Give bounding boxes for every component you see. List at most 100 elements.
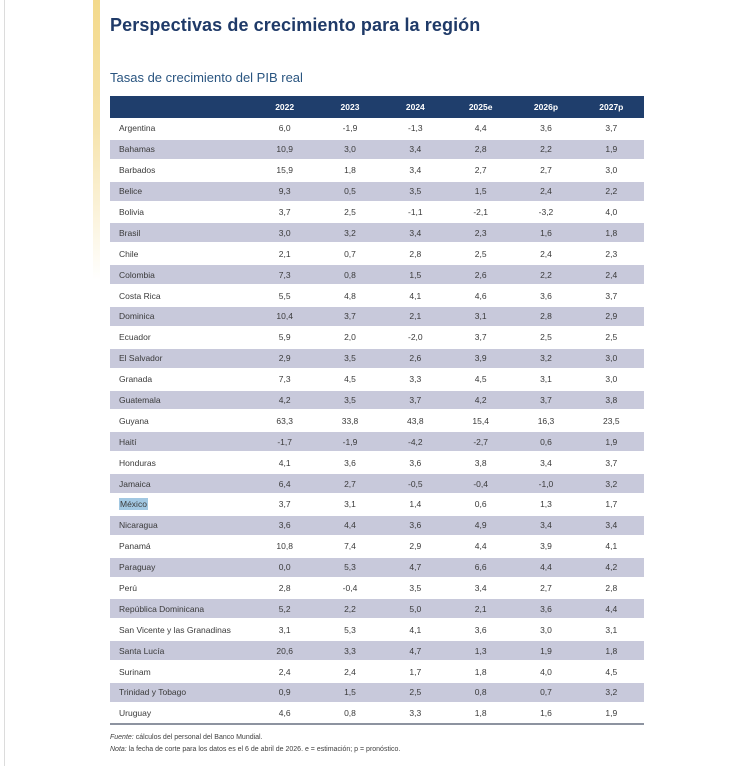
year-column-header: 2024	[382, 96, 448, 118]
value-cell: 2,8	[474, 144, 487, 155]
value-cell: 4,1	[409, 624, 422, 635]
note-label: Nota:	[110, 746, 127, 754]
country-cell: Perú	[119, 583, 137, 594]
value-cell: 15,9	[276, 165, 293, 176]
value-cell: -1,0	[538, 478, 554, 489]
table-row: Panamá 10,8 7,4 2,9 4,4 3,9 4,1	[110, 536, 644, 557]
year-column-header: 2025e	[447, 96, 514, 118]
value-cell: 3,3	[409, 374, 422, 385]
value-cell: 3,6	[474, 624, 487, 635]
note-text: la fecha de corte para los datos es el 6…	[126, 746, 401, 754]
value-cell: 3,0	[278, 227, 291, 238]
value-cell: 3,7	[540, 395, 552, 406]
country-cell: Colombia	[119, 269, 155, 280]
value-cell: -1,9	[342, 436, 358, 447]
page-edge-line	[4, 0, 5, 766]
value-cell: 3,7	[605, 122, 618, 133]
source-text: cálculos del personal del Banco Mundial.	[133, 733, 263, 741]
value-cell: 1,5	[474, 186, 487, 197]
value-cell: 3,3	[344, 645, 356, 656]
value-cell: 1,9	[605, 708, 618, 719]
value-cell: 5,3	[344, 562, 356, 573]
value-cell: -3,2	[538, 207, 554, 217]
table-row: Brasil 3,0 3,2 3,4 2,3 1,6 1,8	[110, 222, 644, 244]
value-cell: 3,0	[605, 165, 618, 176]
value-cell: 4,4	[474, 541, 487, 552]
value-cell: 4,5	[605, 666, 618, 677]
value-cell: 2,8	[605, 583, 618, 594]
value-cell: 6,6	[474, 562, 487, 573]
country-cell: Trinidad y Tobago	[119, 687, 187, 698]
table-row: Jamaica 6,4 2,7 -0,5 -0,4 -1,0 3,2	[110, 473, 644, 495]
table-row: San Vicente y las Granadinas 3,1 5,3 4,1 3,6…	[110, 619, 644, 640]
value-cell: 2,5	[474, 248, 487, 259]
value-cell: 4,5	[474, 374, 487, 385]
value-cell: 0,8	[474, 687, 487, 698]
value-cell: 2,9	[409, 541, 422, 552]
value-cell: 3,2	[540, 353, 552, 364]
value-cell: 3,8	[605, 395, 618, 406]
value-cell: 3,1	[278, 624, 291, 635]
value-cell: 3,4	[540, 520, 552, 531]
table-row: Santa Lucía 20,6 3,3 4,7 1,3 1,9 1,8	[110, 640, 644, 662]
table-title: Tasas de crecimiento del PIB real	[110, 70, 303, 85]
table-row: El Salvador 2,9 3,5 2,6 3,9 3,2 3,0	[110, 347, 644, 369]
country-cell: Guyana	[119, 415, 149, 426]
value-cell: 20,6	[276, 645, 293, 656]
country-column-header	[110, 96, 252, 118]
value-cell: 2,7	[474, 165, 487, 176]
table-row: Paraguay 0,0 5,3 4,7 6,6 4,4 4,2	[110, 556, 644, 578]
value-cell: 3,2	[344, 227, 356, 238]
table-header-row: 2022 2023 2024 2025e 2026p 2027p	[110, 96, 644, 118]
value-cell: 2,5	[540, 332, 552, 343]
value-cell: 2,9	[605, 311, 618, 322]
source-label: Fuente:	[110, 733, 134, 741]
value-cell: 2,4	[540, 248, 552, 259]
value-cell: 2,2	[540, 269, 552, 280]
table-row: Ecuador 5,9 2,0 -2,0 3,7 2,5 2,5	[110, 327, 644, 348]
table-row: Dominica 10,4 3,7 2,1 3,1 2,8 2,9	[110, 306, 644, 327]
value-cell: 3,0	[605, 374, 618, 385]
value-cell: 4,8	[344, 290, 356, 301]
value-cell: 4,6	[278, 708, 291, 719]
country-cell: Haití	[119, 436, 137, 447]
value-cell: 2,0	[344, 332, 356, 343]
year-column-header: 2023	[317, 96, 383, 118]
value-cell: 4,0	[540, 666, 552, 677]
value-cell: 4,4	[344, 520, 356, 531]
value-cell: 4,1	[605, 541, 618, 552]
value-cell: 23,5	[603, 415, 620, 426]
country-cell: Belice	[119, 186, 143, 197]
value-cell: 3,0	[540, 624, 552, 635]
value-cell: 3,1	[474, 311, 487, 322]
value-cell: 3,1	[540, 374, 552, 385]
value-cell: 3,5	[409, 186, 422, 197]
table-row: Surinam 2,4 2,4 1,7 1,8 4,0 4,5	[110, 661, 644, 682]
country-cell: San Vicente y las Granadinas	[119, 624, 231, 635]
value-cell: 16,3	[537, 415, 555, 426]
value-cell: 3,9	[474, 353, 487, 364]
footnotes: Fuente: cálculos del personal del Banco …	[110, 732, 644, 757]
table-row: Chile 2,1 0,7 2,8 2,5 2,4 2,3	[110, 243, 644, 264]
table-row: Colombia 7,3 0,8 1,5 2,6 2,2 2,4	[110, 264, 644, 286]
value-cell: 4,7	[409, 562, 422, 573]
gdp-growth-table: 2022 2023 2024 2025e 2026p 2027p Argentina 6,0…	[110, 96, 644, 725]
table-row: Guyana 63,3 33,8 43,8 15,4 16,3 23,5	[110, 410, 644, 431]
table-row: Haití -1,7 -1,9 -4,2 -2,7 0,6 1,9	[110, 431, 644, 453]
country-cell: República Dominicana	[119, 603, 205, 614]
value-cell: 5,5	[278, 290, 291, 301]
value-cell: 7,4	[344, 541, 356, 552]
table-row: Trinidad y Tobago 0,9 1,5 2,5 0,8 0,7 3,2	[110, 682, 644, 703]
country-cell: Bolivia	[119, 207, 145, 217]
value-cell: 1,7	[605, 499, 618, 510]
value-cell: 2,6	[474, 269, 487, 280]
value-cell: 1,9	[605, 144, 618, 155]
value-cell: 2,4	[605, 269, 618, 280]
value-cell: 1,5	[344, 687, 356, 698]
country-cell: Dominica	[119, 311, 155, 322]
value-cell: 2,7	[540, 165, 552, 176]
country-cell: Costa Rica	[119, 290, 161, 301]
value-cell: 4,7	[409, 645, 422, 656]
value-cell: -0,5	[407, 478, 423, 489]
value-cell: 2,6	[409, 353, 422, 364]
